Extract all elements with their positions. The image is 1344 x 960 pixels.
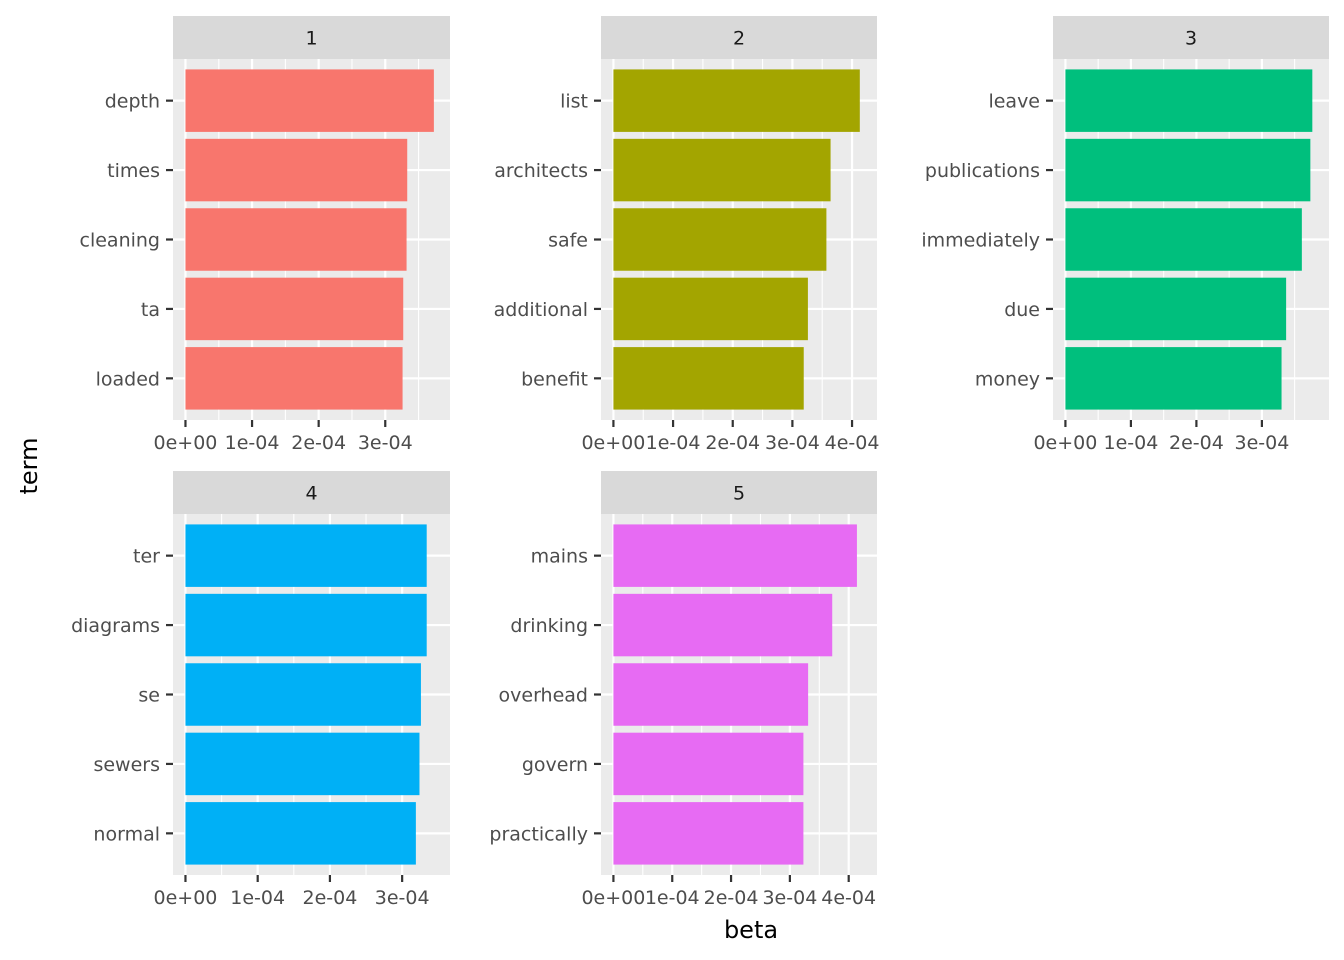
facet-strip-label: 1: [305, 28, 317, 50]
facet-strip: [1053, 16, 1329, 59]
y-tick-label: additional: [494, 299, 588, 321]
x-tick-label: 1e-04: [1104, 432, 1159, 454]
y-tick-label: safe: [548, 230, 588, 252]
x-axis-title: beta: [724, 916, 778, 944]
bar-architects: [613, 138, 831, 202]
y-tick-label: practically: [489, 823, 588, 845]
facet-strip: [173, 471, 450, 514]
x-tick-label: 0e+00: [581, 887, 645, 909]
y-tick-label: sewers: [93, 754, 160, 776]
bar-additional: [613, 277, 808, 341]
bar-normal: [185, 802, 416, 865]
x-tick-label: 1e-04: [230, 887, 285, 909]
y-tick-label: govern: [522, 754, 588, 776]
x-tick-label: 0e+00: [1033, 432, 1097, 454]
x-tick-label: 1e-04: [645, 887, 700, 909]
bar-sewers: [185, 732, 420, 796]
x-tick-label: 2e-04: [705, 432, 760, 454]
bar-depth: [185, 69, 434, 132]
facet-panel-5: 5 mains drinking overhead govern practically 0…: [489, 471, 877, 909]
y-tick-label: benefit: [521, 368, 588, 390]
y-tick-label: publications: [925, 160, 1040, 182]
x-tick-label: 2e-04: [704, 887, 759, 909]
facet-strip: [173, 16, 450, 59]
y-tick-label: se: [138, 685, 160, 707]
x-tick-label: 1e-04: [646, 432, 701, 454]
facet-panel-2: 2 list architects safe additional benefit 0e+0…: [494, 16, 880, 454]
x-tick-label: 2e-04: [1169, 432, 1224, 454]
bar-benefit: [613, 347, 804, 410]
bar-cleaning: [185, 208, 407, 271]
facet-panel-3: 3 leave publications immediately due money 0e+…: [921, 16, 1329, 454]
bar-loaded: [185, 347, 403, 410]
x-tick-label: 3e-04: [358, 432, 413, 454]
bar-leave: [1065, 69, 1313, 132]
y-tick-label: overhead: [499, 685, 588, 707]
x-tick-label: 0e+00: [154, 887, 218, 909]
y-tick-label: diagrams: [71, 615, 160, 637]
bar-ter: [185, 524, 427, 587]
y-tick-label: list: [560, 91, 588, 113]
bar-money: [1065, 347, 1282, 410]
facet-strip-label: 5: [733, 483, 745, 505]
x-tick-label: 2e-04: [291, 432, 346, 454]
y-tick-label: drinking: [510, 615, 588, 637]
bar-safe: [613, 208, 827, 271]
y-tick-label: architects: [494, 160, 588, 182]
bar-ta: [185, 277, 404, 341]
y-tick-label: ta: [141, 299, 160, 321]
bar-overhead: [613, 663, 809, 726]
x-tick-label: 3e-04: [762, 887, 817, 909]
facet-panel-4: 4 ter diagrams se sewers normal 0e+00 1e-04 2e-0…: [71, 471, 450, 909]
y-axis-title: term: [15, 438, 43, 495]
y-tick-label: cleaning: [80, 230, 160, 252]
facet-strip: [601, 16, 877, 59]
bar-due: [1065, 277, 1287, 341]
y-tick-label: depth: [105, 91, 160, 113]
bar-mains: [613, 524, 857, 587]
x-tick-label: 1e-04: [225, 432, 280, 454]
y-tick-label: loaded: [96, 368, 160, 390]
facet-strip-label: 3: [1185, 28, 1197, 50]
y-tick-label: immediately: [921, 230, 1040, 252]
x-tick-label: 3e-04: [1234, 432, 1289, 454]
y-tick-label: normal: [93, 823, 160, 845]
x-tick-label: 3e-04: [375, 887, 430, 909]
bar-times: [185, 138, 408, 202]
bar-diagrams: [185, 593, 427, 657]
y-tick-label: mains: [531, 546, 588, 568]
bar-list: [613, 69, 860, 132]
bar-govern: [613, 732, 804, 796]
facet-strip: [601, 471, 877, 514]
x-tick-label: 0e+00: [154, 432, 218, 454]
x-tick-label: 0e+00: [581, 432, 645, 454]
bar-publications: [1065, 138, 1311, 202]
x-tick-label: 4e-04: [825, 432, 880, 454]
x-tick-label: 4e-04: [821, 887, 876, 909]
y-tick-label: ter: [133, 546, 160, 568]
bar-practically: [613, 802, 804, 865]
bar-se: [185, 663, 421, 726]
facet-strip-label: 4: [305, 483, 317, 505]
facet-panel-1: 1 depth times cleaning ta loaded 0e+00 1e-04 2e-…: [80, 16, 450, 454]
y-tick-label: leave: [988, 91, 1040, 113]
bar-drinking: [613, 593, 833, 657]
y-tick-label: money: [975, 368, 1040, 390]
facet-strip-label: 2: [733, 28, 745, 50]
y-tick-label: due: [1004, 299, 1040, 321]
x-tick-label: 3e-04: [765, 432, 820, 454]
y-tick-label: times: [107, 160, 160, 182]
bar-immediately: [1065, 208, 1302, 271]
x-tick-label: 2e-04: [303, 887, 358, 909]
